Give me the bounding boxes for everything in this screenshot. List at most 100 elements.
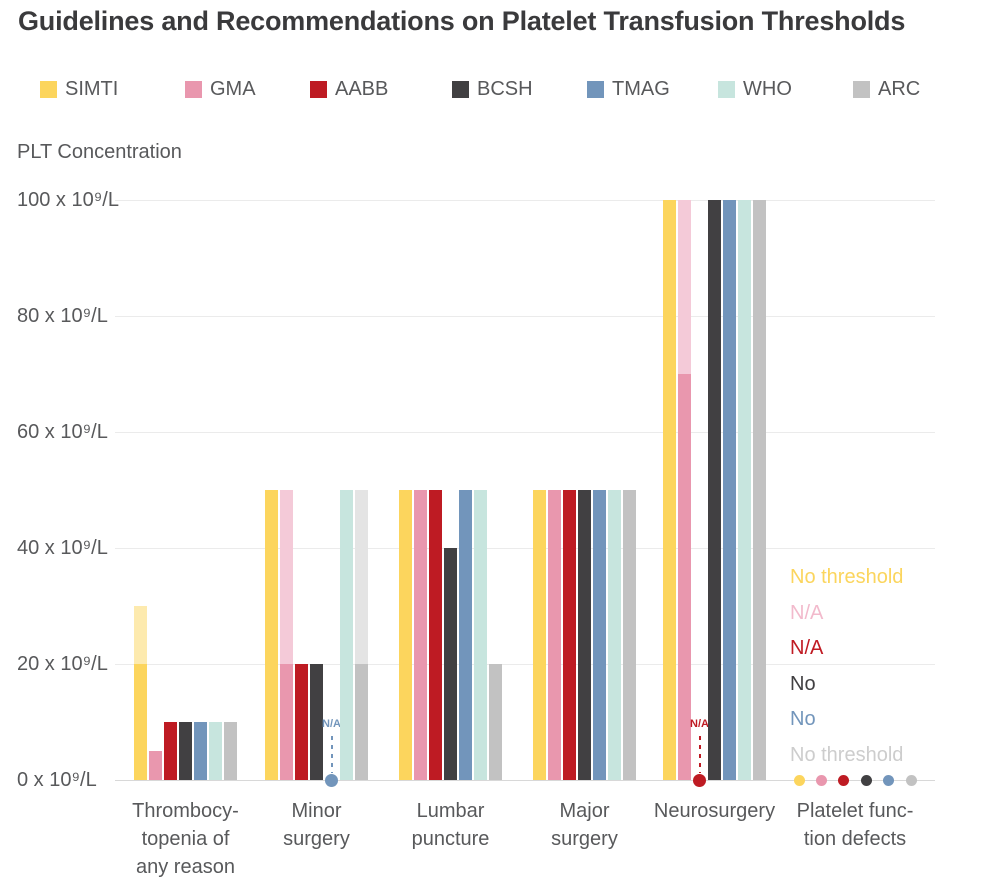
na-dashed-line-tmag [330,736,333,773]
legend-swatch-icon [853,81,870,98]
bar-simti [663,200,676,780]
x-category-label-line: tion defects [803,828,907,850]
defect-dot-bcsh [860,774,872,786]
bar-bcsh [310,664,323,780]
bar-arc [489,664,502,780]
x-category-label-line: puncture [411,828,490,850]
bar-simti [134,664,147,780]
x-category-label: Lumbar puncture [412,797,490,853]
bar-gma [149,751,162,780]
x-category-label-line: Major [559,800,610,822]
bar-range-simti [134,606,147,664]
legend-item-arc: ARC [853,78,920,101]
bar-arc [753,200,766,780]
legend-label: TMAG [612,78,670,100]
defect-label-bcsh: No [790,672,816,695]
chart-title: Guidelines and Recommendations on Platel… [18,6,906,36]
x-category-label: Platelet func-tion defects [797,797,914,853]
na-label-aabb: N/A [690,718,709,730]
x-category-label-line: Platelet func- [796,800,914,822]
x-category-label-line: Lumbar [416,800,485,822]
legend-swatch-icon [40,81,57,98]
bar-tmag [194,722,207,780]
defect-label-tmag: No [790,708,816,731]
defect-dot-gma [815,774,827,786]
x-category-label-line: Thrombocy- [132,800,239,822]
legend-item-who: WHO [718,78,792,101]
legend-item-simti: SIMTI [40,78,118,101]
bar-simti [265,490,278,780]
y-axis-title: PLT Concentration [17,141,182,163]
x-category-label-line: Minor [291,800,342,822]
bar-gma [678,374,691,780]
bar-gma [414,490,427,780]
defect-label-arc: No threshold [790,744,904,766]
bar-arc [623,490,636,780]
bar-bcsh [708,200,721,780]
defect-label-simti: No threshold [790,566,904,588]
x-category-label-line: topenia of [141,828,230,850]
defect-dot-simti [793,774,805,786]
na-dot-tmag [325,773,338,787]
legend-label: WHO [743,78,792,100]
gridline [115,315,935,317]
bar-who [608,490,621,780]
x-category-label-line: any reason [136,856,235,878]
na-dashed-line-aabb [698,736,701,773]
gridline [115,663,935,665]
na-dot-aabb [693,773,706,787]
bar-tmag [459,490,472,780]
legend-label: ARC [878,78,921,100]
y-tick-label: 80 x 10⁹/L [17,305,108,327]
y-tick-label: 100 x 10⁹/L [17,189,119,211]
bar-bcsh [578,490,591,780]
bar-aabb [563,490,576,780]
legend-item-gma: GMA [185,78,256,101]
legend-item-bcsh: BCSH [452,78,533,101]
y-tick-label: 20 x 10⁹/L [17,653,108,675]
bar-bcsh [179,722,192,780]
bar-who [340,490,353,780]
bar-aabb [164,722,177,780]
legend-label: AABB [335,78,389,100]
bar-who [738,200,751,780]
bar-aabb [429,490,442,780]
legend-item-aabb: AABB [310,78,388,101]
bar-arc [224,722,237,780]
x-category-label-line: Neurosurgery [653,800,776,822]
bar-arc [355,664,368,780]
x-category-label-line: surgery [551,828,618,850]
gridline [115,199,935,201]
gridline [115,431,935,433]
y-tick-label: 60 x 10⁹/L [17,421,108,443]
x-category-label: Minor surgery [283,797,350,853]
x-category-label: Thrombocy-topenia of any reason [132,797,239,881]
defect-label-aabb: N/A [790,637,824,660]
bar-tmag [723,200,736,780]
bar-gma [548,490,561,780]
y-tick-label: 0 x 10⁹/L [17,769,97,791]
gridline [115,547,935,549]
legend-swatch-icon [310,81,327,98]
defect-dot-tmag [883,774,895,786]
defect-dot-aabb [838,774,850,786]
legend-item-tmag: TMAG [587,78,670,101]
na-label-tmag: N/A [322,718,341,730]
legend-label: BCSH [477,78,533,100]
legend-swatch-icon [718,81,735,98]
bar-who [209,722,222,780]
x-category-label: Neurosurgery [654,797,775,825]
defect-dot-arc [905,774,917,786]
y-tick-label: 40 x 10⁹/L [17,537,108,559]
bar-simti [399,490,412,780]
x-category-label-line: surgery [283,828,350,850]
x-category-label: Major surgery [551,797,618,853]
bar-range-gma [280,490,293,664]
bar-who [474,490,487,780]
bar-tmag [593,490,606,780]
bar-aabb [295,664,308,780]
legend-swatch-icon [185,81,202,98]
legend-swatch-icon [587,81,604,98]
